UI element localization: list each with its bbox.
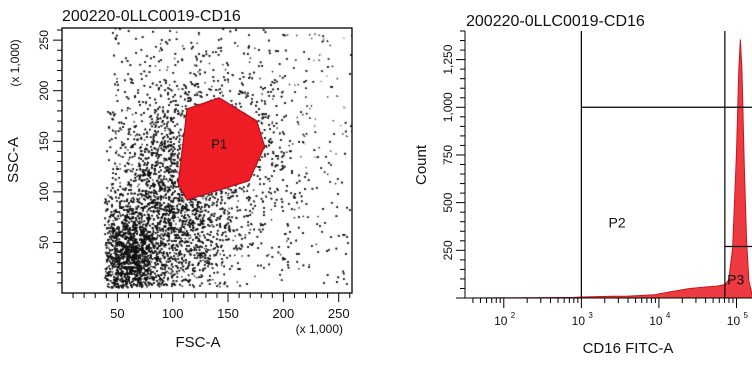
- scatter-panel: P1 50 100 150 200 250 50 100 150 200 250 200220-0…: [0, 0, 370, 363]
- scatter-title: 200220-0LLC0019-CD16: [62, 8, 241, 25]
- histogram-x-tick-exponent: 2: [511, 311, 516, 320]
- histogram-gates: P2 P3: [580, 31, 752, 298]
- gate-p2-label: P2: [609, 214, 626, 230]
- histogram-area-group: [464, 39, 752, 299]
- scatter-x-label: FSC-A: [176, 334, 221, 351]
- scatter-x-tick-label: 200: [273, 306, 295, 321]
- fsc-ssc-scatter-plot: P1 50 100 150 200 250 50 100 150 200 250 200220-0…: [5, 8, 353, 351]
- scatter-y-tick-label: 100: [37, 182, 51, 202]
- histogram-x-tick-label: 10: [572, 314, 586, 328]
- scatter-axes: 50 100 150 200 250 50 100 150 200 250: [37, 29, 351, 321]
- histogram-y-tick-label: 250: [441, 240, 455, 260]
- histogram-x-tick-label: 10: [494, 314, 508, 328]
- histogram-title: 200220-0LLC0019-CD16: [466, 13, 645, 30]
- histogram-panel: P2 P3 10 2 10 3 10 4 10 5 250 500 750 1,000 1,250 200…: [390, 0, 752, 363]
- scatter-frame: [61, 27, 353, 294]
- gate-p3-label: P3: [727, 272, 744, 288]
- scatter-y-tick-label: 150: [37, 131, 51, 151]
- histogram-y-label: Count: [413, 144, 430, 185]
- scatter-y-tick-label: 200: [37, 80, 51, 100]
- histogram-x-tick-exponent: 4: [666, 311, 671, 320]
- histogram-y-tick-label: 1,250: [441, 44, 455, 74]
- histogram-x-tick-label: 10: [727, 314, 741, 328]
- scatter-y-scale-note: (x 1,000): [8, 39, 22, 86]
- histogram-area: [464, 39, 752, 299]
- histogram-y-tick-label: 1,000: [441, 92, 455, 122]
- gate-p1-label: P1: [211, 136, 227, 151]
- histogram-x-label: CD16 FITC-A: [583, 340, 674, 357]
- scatter-y-tick-label: 50: [37, 235, 51, 249]
- scatter-y-label: SSC-A: [5, 137, 22, 183]
- scatter-x-tick-label: 50: [110, 306, 124, 321]
- gate-p1-group: P1: [177, 97, 266, 201]
- scatter-x-tick-label: 150: [217, 306, 239, 321]
- histogram-x-tick-label: 10: [649, 314, 663, 328]
- histogram-y-tick-label: 750: [441, 145, 455, 165]
- scatter-x-scale-note: (x 1,000): [296, 322, 343, 336]
- histogram-x-tick-exponent: 5: [743, 311, 748, 320]
- gate-p1-polygon: [177, 97, 266, 201]
- scatter-x-tick-label: 100: [162, 306, 184, 321]
- histogram-y-tick-label: 500: [441, 192, 455, 212]
- histogram-x-tick-exponent: 3: [588, 311, 593, 320]
- scatter-x-tick-label: 250: [328, 306, 350, 321]
- scatter-y-tick-label: 250: [37, 30, 51, 50]
